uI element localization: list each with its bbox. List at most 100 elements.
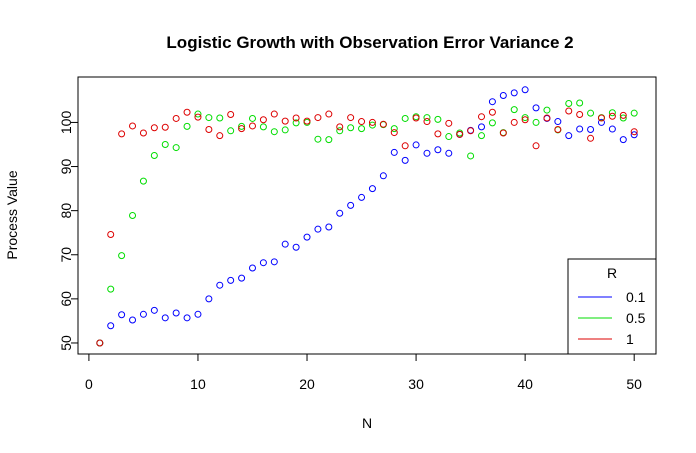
legend-entry-0.1: 0.1 xyxy=(626,289,646,305)
point-r-1 xyxy=(390,129,398,137)
point-r-1 xyxy=(270,110,278,118)
point-r-0.1 xyxy=(216,281,224,289)
point-r-1 xyxy=(434,130,442,138)
x-tick-label: 30 xyxy=(408,376,424,392)
y-axis: 50 60 70 80 90 100 xyxy=(58,111,78,351)
point-r-0.5 xyxy=(259,123,267,131)
point-r-1 xyxy=(521,116,529,124)
point-r-1 xyxy=(216,132,224,140)
point-r-0.5 xyxy=(205,114,213,122)
point-r-0.1 xyxy=(423,149,431,157)
data-points xyxy=(96,86,638,347)
point-r-0.1 xyxy=(576,125,584,133)
point-r-0.1 xyxy=(565,132,573,140)
y-tick-label: 100 xyxy=(58,111,74,135)
point-r-1 xyxy=(423,118,431,126)
point-r-0.5 xyxy=(227,127,235,135)
point-r-0.5 xyxy=(248,114,256,122)
point-r-0.5 xyxy=(488,119,496,127)
point-r-0.5 xyxy=(467,152,475,160)
point-r-0.1 xyxy=(248,264,256,272)
point-r-0.1 xyxy=(150,306,158,314)
point-r-0.1 xyxy=(619,136,627,144)
point-r-1 xyxy=(576,110,584,118)
point-r-0.5 xyxy=(445,133,453,141)
point-r-0.1 xyxy=(129,316,137,324)
point-r-0.5 xyxy=(401,114,409,122)
point-r-0.1 xyxy=(488,98,496,106)
point-r-0.5 xyxy=(183,122,191,130)
point-r-1 xyxy=(543,114,551,122)
point-r-0.5 xyxy=(368,121,376,129)
point-r-0.5 xyxy=(270,128,278,136)
point-r-0.1 xyxy=(401,156,409,164)
point-r-1 xyxy=(248,122,256,130)
point-r-0.1 xyxy=(347,201,355,209)
point-r-0.1 xyxy=(281,240,289,248)
point-r-1 xyxy=(347,114,355,122)
point-r-0.1 xyxy=(434,146,442,154)
point-r-1 xyxy=(358,118,366,126)
y-tick-label: 70 xyxy=(58,247,74,263)
point-r-0.5 xyxy=(161,140,169,148)
point-r-0.1 xyxy=(303,233,311,241)
point-r-0.5 xyxy=(478,132,486,140)
point-r-0.5 xyxy=(390,125,398,133)
point-r-0.1 xyxy=(227,276,235,284)
x-tick-label: 50 xyxy=(626,376,642,392)
point-r-0.5 xyxy=(292,119,300,127)
x-tick-label: 20 xyxy=(299,376,315,392)
point-r-0.5 xyxy=(630,109,638,117)
point-r-0.5 xyxy=(107,285,115,293)
point-r-0.1 xyxy=(478,123,486,131)
point-r-0.1 xyxy=(325,223,333,231)
point-r-0.5 xyxy=(118,252,126,260)
point-r-1 xyxy=(510,118,518,126)
point-r-1 xyxy=(488,108,496,116)
point-r-0.5 xyxy=(238,122,246,130)
point-r-0.5 xyxy=(532,118,540,126)
y-axis-label: Process Value xyxy=(4,170,20,259)
point-r-0.5 xyxy=(434,115,442,123)
point-r-0.5 xyxy=(314,135,322,143)
point-r-0.1 xyxy=(107,322,115,330)
point-r-0.1 xyxy=(259,259,267,267)
point-r-0.5 xyxy=(194,110,202,118)
point-r-0.1 xyxy=(445,149,453,157)
chart-title: Logistic Growth with Observation Error V… xyxy=(166,33,573,52)
point-r-1 xyxy=(161,123,169,131)
point-r-0.1 xyxy=(532,104,540,112)
point-r-1 xyxy=(445,119,453,127)
point-r-0.1 xyxy=(118,311,126,319)
point-r-1 xyxy=(368,118,376,126)
point-r-1 xyxy=(325,110,333,118)
point-r-0.1 xyxy=(521,86,529,94)
point-r-1 xyxy=(118,130,126,138)
point-r-1 xyxy=(139,129,147,137)
point-r-1 xyxy=(205,125,213,133)
point-r-0.1 xyxy=(630,131,638,139)
point-r-1 xyxy=(281,117,289,125)
x-tick-label: 40 xyxy=(517,376,533,392)
point-r-0.5 xyxy=(347,124,355,132)
point-r-1 xyxy=(532,142,540,150)
point-r-1 xyxy=(478,113,486,121)
point-r-1 xyxy=(619,111,627,119)
y-tick-label: 90 xyxy=(58,159,74,175)
point-r-1 xyxy=(314,114,322,122)
legend-entry-1: 1 xyxy=(626,331,634,347)
point-r-0.5 xyxy=(565,99,573,107)
point-r-0.1 xyxy=(270,258,278,266)
point-r-0.1 xyxy=(358,193,366,201)
point-r-1 xyxy=(96,339,104,347)
point-r-0.1 xyxy=(238,274,246,282)
point-r-1 xyxy=(129,122,137,130)
point-r-1 xyxy=(150,124,158,132)
point-r-0.1 xyxy=(608,125,616,133)
point-r-1 xyxy=(172,114,180,122)
point-r-0.5 xyxy=(172,144,180,152)
point-r-0.1 xyxy=(314,225,322,233)
x-axis-label: N xyxy=(362,415,372,431)
point-r-0.5 xyxy=(150,152,158,160)
point-r-1 xyxy=(401,142,409,150)
